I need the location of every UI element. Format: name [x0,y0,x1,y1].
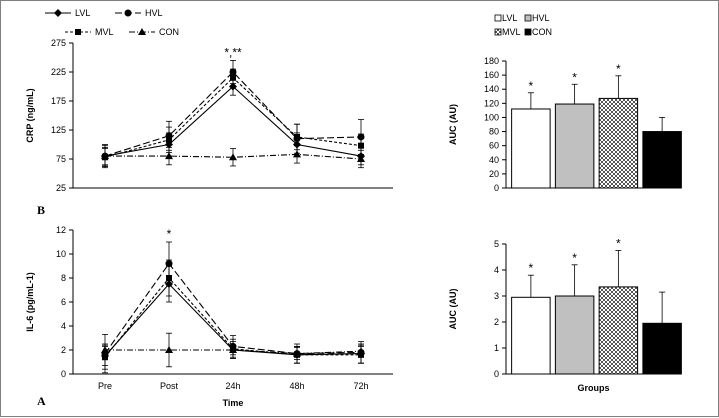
data-point-con [165,152,173,160]
x-tick-label: Pre [98,381,112,391]
y-tick-label: 275 [51,38,66,48]
y-tick-label: 160 [484,70,499,80]
data-point-mvl [166,136,172,143]
y-tick-label: 1 [494,343,499,353]
y-tick-label: 100 [484,112,499,122]
bar-lvl [511,296,551,375]
data-point-con [101,346,109,353]
bar-con [642,322,682,375]
y-tick-label: 125 [51,125,66,135]
x-axis-label: Time [223,398,244,408]
significance-marker: * [529,261,534,275]
legend-label: LVL [75,8,90,18]
data-point-con [101,152,109,160]
y-tick-label: 2 [61,345,66,355]
significance-marker: * [167,227,172,241]
legend-label: MVL [502,27,521,37]
legend-label: CON [159,27,179,37]
data-point-con [293,349,301,357]
y-tick-label: 2 [494,317,499,327]
y-axis-label: CRP (ng/mL) [25,88,35,142]
series-line-con [105,349,362,355]
legend-marker-lvl [54,9,62,17]
data-point-mvl [102,354,108,361]
legend-marker-mvl [75,29,81,35]
data-point-con [165,346,173,353]
x-tick-label: Post [160,381,179,391]
significance-marker: * [616,62,621,76]
bar-hvl [554,295,595,375]
bar-hvl [554,103,595,189]
y-tick-label: 12 [56,225,66,235]
y-tick-label: 5 [494,239,499,249]
y-tick-label: 0 [61,369,66,379]
data-point-mvl [166,275,172,281]
y-tick-label: 140 [484,84,499,94]
y-tick-label: 25 [56,183,66,193]
significance-marker: * [572,251,577,265]
y-axis-label: IL-6 (pg/mL-1) [25,272,35,332]
x-tick-label: 24h [225,381,240,391]
y-tick-label: 225 [51,67,66,77]
y-tick-label: 4 [61,321,66,331]
legend-swatch-mvl [494,28,502,36]
bar-mvl [598,97,639,189]
y-tick-label: 20 [489,169,499,179]
data-point-con [229,153,237,161]
y-tick-label: 80 [489,127,499,137]
figure-label: A [37,394,46,408]
y-tick-label: 4 [494,265,499,275]
y-tick-label: 40 [489,155,499,165]
data-point-con [229,346,237,353]
significance-marker: * [529,79,534,93]
y-tick-label: 120 [484,98,499,108]
x-tick-label: 48h [289,381,304,391]
data-point-mvl [358,142,364,149]
panel-label: B [37,203,45,217]
y-tick-label: 3 [494,291,499,301]
y-tick-label: 180 [484,56,499,66]
series-line-hvl [104,71,362,157]
data-point-mvl [294,133,300,140]
legend-label: LVL [502,13,517,23]
y-tick-label: 60 [489,141,499,151]
legend-marker-con [138,28,146,35]
significance-marker: * [572,70,577,84]
bar-lvl [511,108,551,189]
y-tick-label: 8 [61,273,66,283]
legend-label: CON [532,27,552,37]
legend-swatch-hvl [524,14,532,22]
bar-mvl [598,286,639,375]
data-point-con [357,155,365,162]
series-line-con [105,153,362,160]
legend-swatch-con [524,28,532,36]
legend-label: MVL [95,27,114,37]
data-point-con [293,150,301,158]
data-point-con [357,347,365,355]
y-axis-label: AUC (AU) [448,289,458,330]
y-tick-label: 10 [56,249,66,259]
x-tick-label: 72h [353,381,368,391]
significance-marker: * [616,237,621,251]
y-tick-label: 0 [494,369,499,379]
series-line-lvl [104,85,362,157]
y-tick-label: 175 [51,96,66,106]
legend-label: HVL [532,13,550,23]
legend-swatch-lvl [494,14,502,22]
data-point-mvl [230,74,236,81]
bar-con [642,131,682,189]
y-axis-label: AUC (AU) [448,104,458,145]
y-tick-label: 75 [56,154,66,164]
legend-label: HVL [145,8,163,18]
x-axis-label: Groups [577,383,609,393]
y-tick-label: 6 [61,297,66,307]
legend-marker-hvl [124,9,132,17]
y-tick-label: 0 [494,183,499,193]
significance-marker: *,** [224,45,242,59]
